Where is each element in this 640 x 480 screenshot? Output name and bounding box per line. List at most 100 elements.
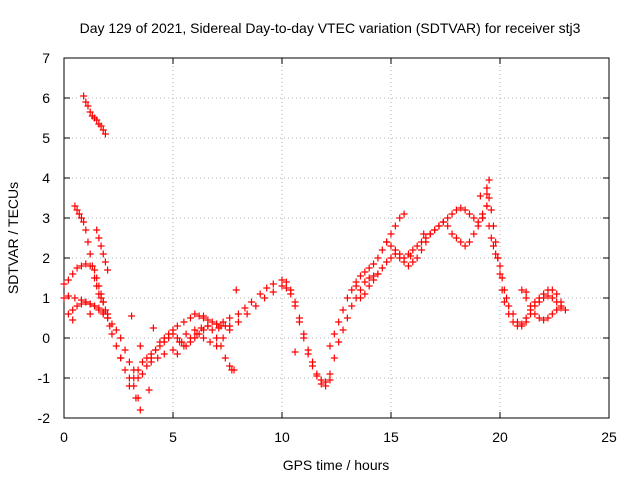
series-H — [147, 276, 334, 386]
data-point — [112, 342, 120, 350]
data-point — [173, 334, 181, 342]
data-point — [193, 330, 201, 338]
series-O — [518, 286, 569, 324]
data-point — [461, 206, 469, 214]
data-point — [136, 342, 144, 350]
data-point — [548, 286, 556, 294]
data-point — [77, 262, 85, 270]
data-point — [461, 242, 469, 250]
data-point — [136, 406, 144, 414]
data-point — [553, 290, 561, 298]
data-point — [387, 230, 395, 238]
data-point — [404, 262, 412, 270]
data-point — [208, 326, 216, 334]
data-point — [84, 238, 92, 246]
series-M — [479, 194, 565, 330]
data-point — [226, 362, 234, 370]
data-point — [228, 366, 236, 374]
data-point — [86, 250, 94, 258]
x-tick-label: 15 — [383, 429, 399, 445]
data-point — [200, 312, 208, 320]
data-point — [143, 362, 151, 370]
data-point — [343, 314, 351, 322]
data-point — [88, 262, 96, 270]
data-point — [383, 258, 391, 266]
data-point — [121, 366, 129, 374]
data-point — [154, 354, 162, 362]
data-point — [387, 254, 395, 262]
data-point — [330, 354, 338, 362]
chart-title: Day 129 of 2021, Sidereal Day-to-day VTE… — [80, 20, 581, 36]
data-point — [535, 298, 543, 306]
data-point — [99, 250, 107, 258]
data-point — [69, 306, 77, 314]
data-point — [80, 218, 88, 226]
data-point — [73, 264, 81, 272]
y-tick-label: 2 — [42, 250, 50, 266]
data-point — [553, 298, 561, 306]
data-point — [479, 214, 487, 222]
data-point — [200, 334, 208, 342]
data-point — [156, 342, 164, 350]
y-tick-label: 7 — [42, 50, 50, 66]
data-point — [173, 322, 181, 330]
data-point — [531, 310, 539, 318]
data-point — [503, 294, 511, 302]
data-point — [444, 214, 452, 222]
data-point — [448, 230, 456, 238]
data-point — [91, 266, 99, 274]
data-point — [269, 280, 277, 288]
data-point — [426, 230, 434, 238]
data-point — [95, 234, 103, 242]
data-point — [287, 290, 295, 298]
data-point — [374, 254, 382, 262]
data-point — [309, 362, 317, 370]
data-point — [313, 372, 321, 380]
data-point — [485, 176, 493, 184]
data-point — [396, 250, 404, 258]
data-point — [561, 306, 569, 314]
data-point — [71, 294, 79, 302]
data-points — [60, 92, 569, 414]
data-point — [104, 310, 112, 318]
data-point — [165, 334, 173, 342]
data-point — [527, 302, 535, 310]
data-point — [208, 318, 216, 326]
data-point — [186, 334, 194, 342]
data-point — [125, 358, 133, 366]
data-point — [169, 330, 177, 338]
data-point — [77, 300, 85, 308]
data-point — [80, 92, 88, 100]
y-tick-label: 1 — [42, 290, 50, 306]
data-point — [86, 108, 94, 116]
data-point — [500, 298, 508, 306]
data-point — [69, 316, 77, 324]
data-point — [77, 214, 85, 222]
data-point — [86, 310, 94, 318]
data-point — [282, 284, 290, 292]
data-point — [95, 290, 103, 298]
data-point — [356, 272, 364, 280]
data-point — [93, 116, 101, 124]
data-point — [173, 350, 181, 358]
data-point — [101, 258, 109, 266]
data-point — [138, 370, 146, 378]
data-point — [548, 310, 556, 318]
data-point — [487, 234, 495, 242]
data-point — [505, 302, 513, 310]
data-point — [348, 286, 356, 294]
data-point — [234, 310, 242, 318]
data-point — [82, 226, 90, 234]
data-point — [496, 262, 504, 270]
data-point — [485, 222, 493, 230]
data-point — [496, 270, 504, 278]
data-point — [121, 346, 129, 354]
data-point — [513, 318, 521, 326]
data-point — [540, 294, 548, 302]
data-point — [84, 102, 92, 110]
data-point — [387, 242, 395, 250]
data-point — [213, 334, 221, 342]
data-point — [391, 222, 399, 230]
data-point — [540, 316, 548, 324]
